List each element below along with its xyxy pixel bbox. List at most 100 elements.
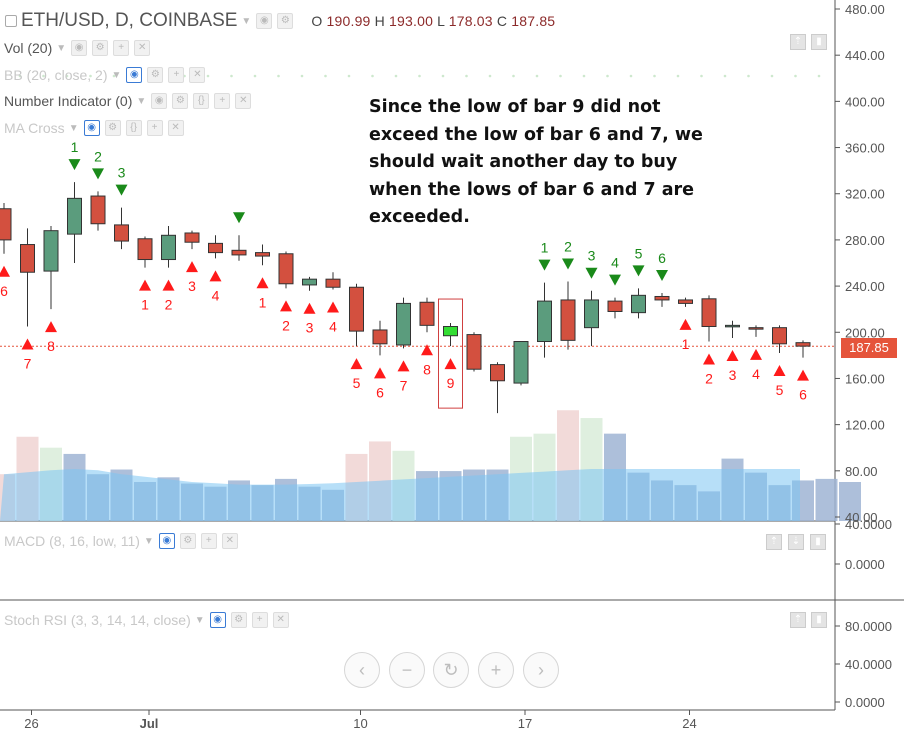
bb-dot [206, 74, 210, 78]
move-up-icon[interactable]: ⇡ [790, 34, 806, 50]
close-icon[interactable]: ✕ [272, 612, 289, 628]
bb-dot [18, 74, 22, 78]
eye-icon[interactable]: ◉ [83, 120, 100, 136]
source-icon[interactable]: {} [125, 120, 142, 136]
legend-ma-cross[interactable]: MA Cross ▼ ◉ ⚙{} + ✕ [4, 120, 184, 136]
add-icon[interactable]: + [146, 120, 163, 136]
chevron-down-icon[interactable]: ▼ [68, 122, 79, 134]
candle [208, 235, 223, 259]
settings-icon[interactable]: ⚙ [172, 93, 189, 109]
sell-count-label: 2 [94, 148, 102, 164]
sell-marker [92, 168, 104, 180]
sell-marker [233, 212, 245, 224]
add-icon[interactable]: + [168, 67, 185, 83]
move-down-icon[interactable]: ⇣ [788, 534, 804, 550]
chevron-down-icon[interactable]: ▼ [143, 535, 154, 547]
chevron-down-icon[interactable]: ▼ [111, 69, 122, 81]
add-icon[interactable]: + [251, 612, 268, 628]
close-icon[interactable]: ✕ [235, 93, 252, 109]
bb-dot [700, 74, 703, 78]
indicator-label[interactable]: MACD (8, 16, low, 11) [4, 533, 140, 549]
close-icon[interactable]: ✕ [189, 67, 206, 83]
zoom-out-button[interactable]: − [389, 652, 425, 688]
settings-icon[interactable]: ⚙ [104, 120, 121, 136]
buy-marker [797, 369, 809, 381]
candle [513, 341, 529, 386]
delete-pane-icon[interactable]: ▮ [811, 34, 827, 50]
settings-icon[interactable]: ⚙ [179, 533, 196, 549]
eye-icon[interactable]: ◉ [256, 13, 273, 29]
symbol-title[interactable]: ETH/USD, D, COINBASE [21, 10, 238, 31]
candle [137, 236, 153, 268]
delete-pane-icon[interactable]: ▮ [811, 612, 827, 628]
delete-pane-icon[interactable]: ▮ [810, 534, 826, 550]
eye-icon[interactable]: ◉ [126, 67, 143, 83]
bb-dot [606, 74, 609, 78]
candle [0, 202, 12, 254]
chevron-down-icon[interactable]: ▼ [136, 95, 147, 107]
bb-dot [65, 74, 69, 78]
settings-icon[interactable]: ⚙ [92, 40, 109, 56]
indicator-label[interactable]: MA Cross [4, 120, 65, 136]
chevron-down-icon[interactable]: ▼ [56, 42, 67, 54]
price-tick-label: 400.00 [845, 94, 885, 109]
price-axis[interactable]: 480.00 440.00 400.00 360.00 320.00 280.00 240.… [835, 2, 892, 710]
time-tick-label: 17 [518, 716, 532, 731]
candle [255, 244, 270, 266]
zoom-in-button[interactable]: + [478, 652, 514, 688]
add-icon[interactable]: + [214, 93, 231, 109]
add-icon[interactable]: + [113, 40, 130, 56]
collapse-icon[interactable] [5, 15, 17, 27]
indicator-label[interactable]: Number Indicator (0) [4, 93, 133, 109]
source-icon[interactable]: {} [193, 93, 210, 109]
indicator-label[interactable]: Vol (20) [4, 40, 53, 56]
settings-icon[interactable]: ⚙ [230, 612, 247, 628]
reset-button[interactable]: ↻ [433, 652, 469, 688]
candle [466, 332, 482, 372]
buy-marker [350, 358, 363, 370]
candle [302, 276, 317, 291]
eye-icon[interactable]: ◉ [71, 40, 88, 56]
bb-dot [770, 74, 774, 78]
chevron-left-icon: ‹ [359, 660, 365, 680]
move-up-icon[interactable]: ⇡ [790, 612, 806, 628]
indicator-label[interactable]: Stoch RSI (3, 3, 14, 14, close) [4, 612, 191, 628]
legend-bb[interactable]: BB (20, close, 2) ▼ ◉ ⚙ + ✕ [4, 67, 206, 83]
indicator-tick-label: 40.0000 [845, 517, 892, 532]
settings-icon[interactable]: ⚙ [277, 13, 294, 29]
legend-vol[interactable]: Vol (20) ▼ ◉ ⚙ + ✕ [4, 40, 151, 56]
candle [607, 297, 623, 319]
close-icon[interactable]: ✕ [221, 533, 238, 549]
close-icon[interactable]: ✕ [134, 40, 151, 56]
chevron-down-icon[interactable]: ▼ [241, 15, 252, 27]
scroll-left-button[interactable]: ‹ [344, 652, 380, 688]
candle [372, 320, 388, 356]
candle [748, 325, 764, 337]
legend-number-indicator[interactable]: Number Indicator (0) ▼ ◉ ⚙{} + ✕ [4, 93, 252, 109]
close-icon[interactable]: ✕ [167, 120, 184, 136]
price-tick-label: 120.00 [845, 418, 885, 433]
candle [537, 282, 552, 358]
chevron-right-icon: › [538, 660, 544, 680]
legend-macd[interactable]: MACD (8, 16, low, 11) ▼ ◉ ⚙ + ✕ [4, 533, 238, 549]
scroll-right-button[interactable]: › [523, 652, 559, 688]
eye-icon[interactable]: ◉ [151, 93, 168, 109]
time-tick-label: 26 [24, 716, 38, 731]
price-tick-label: 280.00 [845, 233, 885, 248]
bb-dot [277, 74, 280, 78]
add-icon[interactable]: + [200, 533, 217, 549]
settings-icon[interactable]: ⚙ [147, 67, 164, 83]
indicator-label[interactable]: BB (20, close, 2) [4, 67, 108, 83]
candle [184, 230, 200, 250]
ohlc-values: O 190.99 H 193.00 L 178.03 C 187.85 [311, 13, 556, 29]
bb-dot [817, 74, 821, 78]
move-up-icon[interactable]: ⇡ [766, 534, 782, 550]
indicator-tick-label: 40.0000 [845, 657, 892, 672]
eye-icon[interactable]: ◉ [158, 533, 175, 549]
time-axis[interactable]: 26 Jul 10 17 24 [24, 710, 697, 731]
eye-icon[interactable]: ◉ [209, 612, 226, 628]
legend-stoch-rsi[interactable]: Stoch RSI (3, 3, 14, 14, close) ▼ ◉ ⚙ + ✕ [4, 612, 289, 628]
chevron-down-icon[interactable]: ▼ [194, 614, 205, 626]
candle [795, 340, 811, 358]
